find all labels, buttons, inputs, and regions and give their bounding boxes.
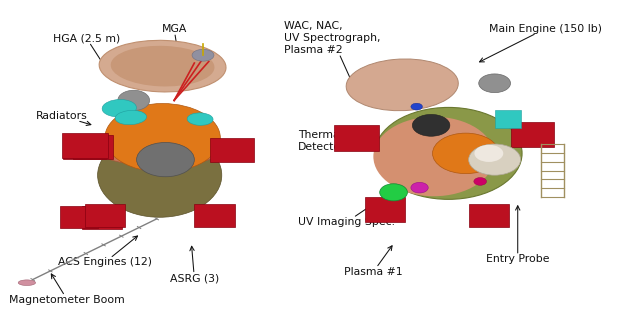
Text: UV Imaging Spec.: UV Imaging Spec. (298, 202, 396, 227)
Text: Entry Probe: Entry Probe (486, 206, 549, 264)
Ellipse shape (115, 110, 146, 125)
Text: Magnetometer Boom: Magnetometer Boom (9, 274, 125, 305)
Ellipse shape (469, 144, 521, 175)
Bar (495, 110, 521, 128)
Ellipse shape (479, 74, 510, 93)
Ellipse shape (474, 145, 503, 162)
Bar (84, 204, 125, 227)
Text: Thermal
Detector: Thermal Detector (298, 130, 359, 152)
Ellipse shape (192, 49, 214, 61)
Ellipse shape (99, 40, 226, 92)
Ellipse shape (102, 100, 136, 117)
Text: ACS Engines (12): ACS Engines (12) (58, 236, 152, 267)
Ellipse shape (412, 115, 450, 136)
Ellipse shape (346, 59, 458, 111)
Ellipse shape (18, 280, 35, 285)
Ellipse shape (187, 113, 213, 126)
Ellipse shape (433, 133, 499, 174)
Text: MGA: MGA (161, 24, 187, 64)
Ellipse shape (373, 117, 495, 196)
Bar (61, 133, 108, 158)
Text: Main Engine (150 lb): Main Engine (150 lb) (480, 24, 602, 62)
FancyBboxPatch shape (82, 206, 122, 229)
Ellipse shape (111, 46, 215, 86)
FancyBboxPatch shape (63, 136, 106, 159)
FancyBboxPatch shape (73, 136, 113, 159)
Bar (210, 138, 254, 162)
Bar (334, 125, 379, 151)
Ellipse shape (97, 135, 222, 166)
Ellipse shape (474, 177, 487, 185)
Ellipse shape (97, 133, 222, 217)
Bar (510, 122, 554, 147)
Ellipse shape (105, 104, 220, 172)
Bar (194, 204, 235, 227)
FancyBboxPatch shape (60, 206, 97, 228)
Bar (365, 197, 404, 222)
Text: ASRG (3): ASRG (3) (170, 246, 219, 283)
Text: Radiators: Radiators (35, 111, 91, 126)
Text: WAC, NAC,
UV Spectrograph,
Plasma #2: WAC, NAC, UV Spectrograph, Plasma #2 (284, 22, 380, 83)
Ellipse shape (136, 142, 194, 177)
Ellipse shape (379, 184, 407, 201)
Ellipse shape (411, 103, 422, 110)
Ellipse shape (411, 182, 428, 193)
Text: HGA (2.5 m): HGA (2.5 m) (53, 33, 120, 73)
Bar (469, 204, 509, 227)
Ellipse shape (118, 90, 149, 110)
Ellipse shape (375, 107, 522, 199)
Text: Plasma #1: Plasma #1 (344, 246, 402, 277)
